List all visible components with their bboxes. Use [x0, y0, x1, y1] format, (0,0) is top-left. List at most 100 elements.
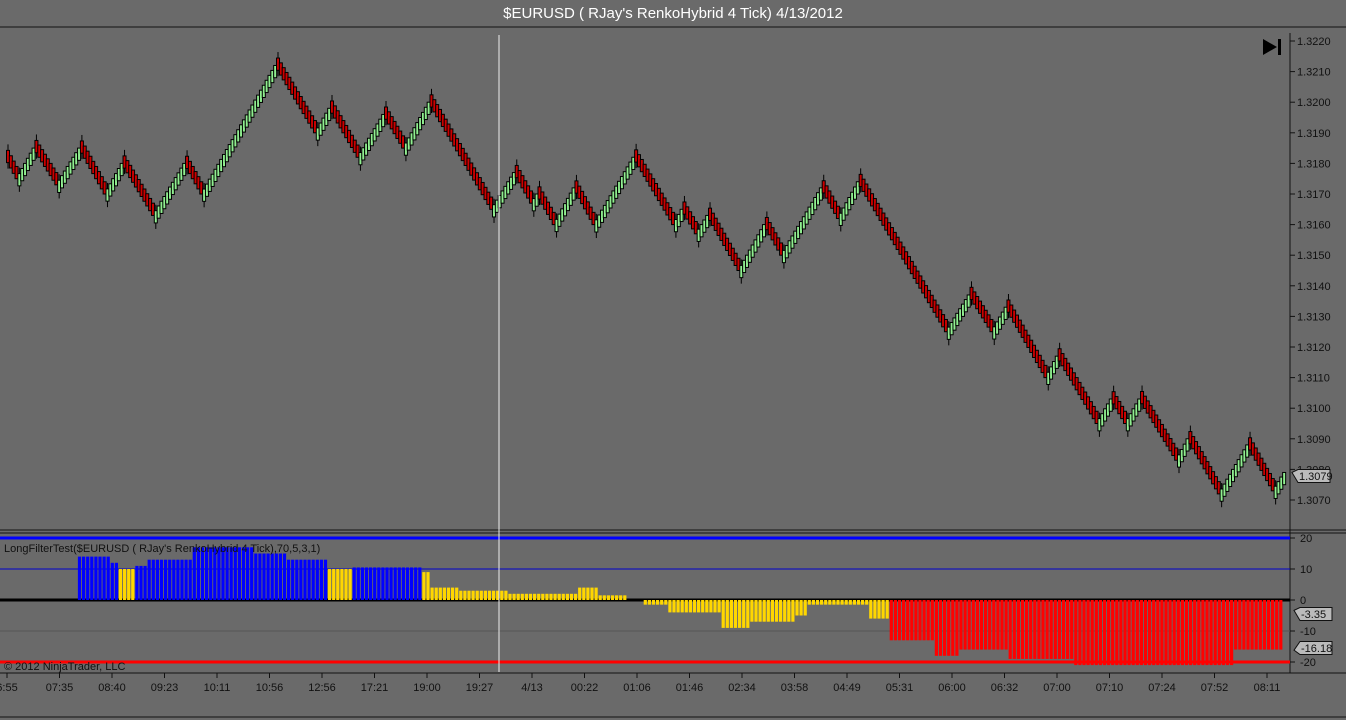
- histogram-bar: [524, 593, 528, 600]
- histogram-bar: [1258, 600, 1262, 650]
- histogram-bar: [918, 600, 922, 641]
- histogram-bar: [303, 559, 307, 600]
- histogram-bar: [697, 600, 701, 613]
- histogram-bar: [680, 600, 684, 613]
- histogram-bar: [192, 547, 196, 600]
- up-brick: [1185, 438, 1190, 452]
- histogram-bar: [754, 600, 758, 622]
- histogram-bar: [1143, 600, 1148, 666]
- histogram-bar: [709, 600, 713, 613]
- histogram-bar: [1242, 600, 1246, 650]
- last-price-marker-label: 1.3079: [1299, 471, 1333, 483]
- histogram-bar: [643, 600, 647, 605]
- indicator-label: LongFilterTest($EURUSD ( RJay's RenkoHyb…: [4, 543, 321, 555]
- histogram-bar: [1000, 600, 1004, 650]
- histogram-bar: [1152, 600, 1156, 666]
- time-tick-label: 17:21: [361, 682, 389, 694]
- histogram-bar: [848, 600, 852, 605]
- time-tick-label: 07:52: [1201, 682, 1229, 694]
- histogram-bar: [541, 593, 545, 600]
- histogram-bar: [1262, 600, 1266, 650]
- histogram-bar: [508, 593, 512, 600]
- up-brick: [381, 113, 386, 128]
- histogram-bar: [561, 593, 565, 600]
- histogram-bar: [963, 600, 967, 650]
- price-tick-label: 1.3150: [1297, 250, 1331, 262]
- time-tick-label: 19:00: [413, 682, 441, 694]
- histogram-bar: [500, 590, 504, 600]
- histogram-bar: [926, 600, 930, 641]
- histogram-bar: [1197, 600, 1201, 666]
- histogram-bar: [123, 569, 127, 600]
- up-brick: [1282, 471, 1287, 486]
- histogram-bar: [795, 600, 799, 616]
- up-brick: [966, 294, 971, 308]
- histogram-bar: [565, 593, 569, 600]
- up-brick: [1108, 398, 1113, 412]
- histogram-bar: [282, 553, 287, 600]
- up-brick: [705, 214, 710, 229]
- time-tick-label: 07:24: [1148, 682, 1176, 694]
- histogram-bar: [459, 590, 463, 600]
- skip-to-end-icon[interactable]: [1263, 39, 1281, 55]
- histogram-bar: [615, 595, 619, 600]
- histogram-bar: [393, 567, 397, 600]
- histogram-bar: [504, 590, 508, 600]
- up-brick: [182, 162, 187, 177]
- histogram-bar: [172, 559, 176, 600]
- histogram-bar: [135, 565, 139, 600]
- down-brick: [14, 165, 19, 180]
- histogram-bar: [934, 600, 938, 656]
- down-brick: [835, 205, 840, 219]
- histogram-bar: [537, 593, 541, 600]
- histogram-bar: [1217, 600, 1221, 666]
- histogram-bar: [1111, 600, 1115, 666]
- down-brick: [736, 257, 741, 272]
- up-brick: [31, 147, 36, 161]
- price-tick-label: 1.3140: [1297, 281, 1331, 293]
- histogram-bar: [389, 567, 393, 600]
- histogram-bar: [861, 600, 865, 605]
- histogram-bar: [873, 600, 877, 619]
- histogram-bar: [205, 547, 209, 600]
- histogram-bar: [196, 547, 200, 600]
- histogram-bar: [1205, 600, 1209, 666]
- histogram-bar: [209, 547, 213, 600]
- histogram-bar: [943, 600, 947, 656]
- histogram-bar: [213, 547, 217, 600]
- time-tick-label: 10:56: [256, 682, 284, 694]
- histogram-bar: [533, 593, 537, 600]
- up-brick: [855, 181, 860, 195]
- histogram-bar: [1254, 600, 1258, 650]
- histogram-bar: [975, 600, 979, 650]
- histogram-bar: [930, 600, 934, 641]
- histogram-bar: [225, 547, 229, 600]
- histogram-bar: [377, 567, 381, 600]
- histogram-bar: [623, 595, 627, 600]
- histogram-bar: [254, 553, 258, 600]
- histogram-bar: [582, 587, 586, 600]
- histogram-bar: [94, 556, 98, 600]
- up-brick: [818, 187, 823, 201]
- histogram-bar: [590, 587, 594, 600]
- histogram-bar: [159, 559, 164, 600]
- histogram-bar: [578, 587, 582, 600]
- histogram-bar: [1180, 600, 1184, 666]
- histogram-bar: [807, 600, 811, 605]
- histogram-bar: [1127, 600, 1131, 666]
- histogram-bar: [897, 600, 902, 641]
- histogram-bar: [1271, 600, 1275, 650]
- histogram-bar: [619, 595, 623, 600]
- histogram-bar: [1189, 600, 1193, 666]
- histogram-bar: [385, 567, 389, 600]
- histogram-bar: [1086, 600, 1090, 666]
- price-tick-label: 1.3210: [1297, 67, 1331, 79]
- histogram-bar: [725, 600, 729, 628]
- histogram-bar: [1139, 600, 1143, 666]
- histogram-bar: [1107, 600, 1111, 666]
- histogram-bar: [492, 590, 496, 600]
- histogram-bar: [828, 600, 832, 605]
- down-brick: [591, 211, 596, 226]
- histogram-bar: [352, 567, 356, 600]
